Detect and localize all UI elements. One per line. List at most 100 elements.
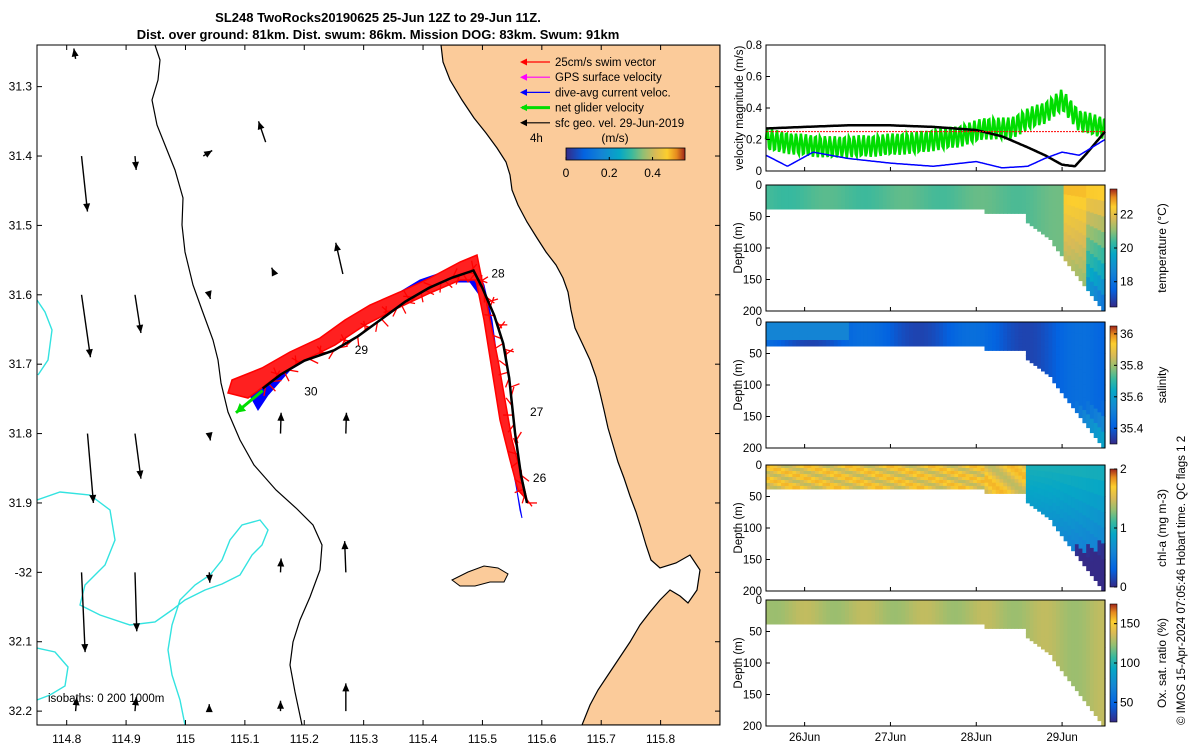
section-cell: [788, 483, 793, 487]
section-cell: [999, 482, 1004, 487]
section-cell: [830, 474, 835, 478]
section-cell: [860, 618, 865, 622]
section-ytick-label: 0: [756, 460, 762, 472]
section-cell: [1029, 635, 1035, 642]
section-cell: [1074, 367, 1080, 380]
section-cell: [984, 185, 989, 190]
section-cell: [1025, 479, 1031, 485]
section-cell: [995, 621, 1001, 626]
section-cell: [1093, 213, 1099, 229]
section-cell: [897, 606, 903, 610]
section-cell: [897, 612, 903, 616]
section-cell: [1014, 336, 1019, 341]
section-cell: [905, 618, 910, 622]
section-cell: [886, 465, 891, 469]
section-cell: [818, 205, 824, 210]
section-cell: [811, 606, 816, 610]
section-cell: [1044, 625, 1050, 633]
section-cell: [954, 468, 959, 472]
section-cell: [1052, 192, 1057, 201]
section-cell: [826, 606, 831, 610]
section-cell: [1086, 335, 1091, 349]
section-cell: [807, 337, 812, 341]
section-cell: [860, 477, 865, 481]
velocity-axis-ticks: 00.20.40.60.8: [746, 40, 1063, 178]
section-cell: [769, 197, 775, 201]
section-cell: [980, 205, 986, 210]
section-cell: [1029, 190, 1035, 196]
section-cell: [871, 203, 876, 207]
section-cell: [1071, 386, 1076, 398]
section-cell: [766, 612, 771, 616]
section-cell: [965, 331, 970, 335]
section-cell: [901, 331, 906, 335]
section-cell: [1022, 486, 1027, 491]
section-cell: [845, 205, 850, 210]
section-cell: [822, 337, 827, 341]
section-cell: [943, 328, 948, 332]
section-cell: [1003, 339, 1008, 344]
section-cell: [826, 468, 831, 472]
section-cell: [973, 483, 978, 487]
section-cell: [856, 337, 861, 341]
section-cell: [871, 480, 876, 484]
section-cell: [984, 192, 989, 197]
section-cell: [1018, 185, 1023, 190]
section-cell: [897, 609, 903, 613]
section-cell: [1067, 372, 1072, 384]
section-cell: [984, 614, 989, 619]
section-cell: [943, 474, 948, 478]
section-cell: [976, 203, 982, 207]
section-cell: [935, 342, 940, 347]
section-cell: [1025, 355, 1031, 361]
section-cell: [1029, 490, 1035, 497]
section-cell: [950, 322, 955, 326]
section-cell: [769, 185, 775, 189]
section-cell: [1063, 474, 1068, 485]
section-cell: [796, 185, 801, 189]
section-cell: [1022, 332, 1027, 337]
isobath-200m: [151, 45, 323, 725]
section-cell: [841, 191, 846, 195]
velocity-ylabel: velocity magnitude (m/s): [734, 46, 746, 171]
section-cell: [807, 620, 812, 625]
section-cell: [837, 465, 842, 469]
section-cell: [1052, 215, 1057, 224]
section-cell: [1022, 346, 1027, 351]
section-cell: [958, 194, 963, 198]
section-cell: [973, 465, 978, 469]
section-cell: [781, 468, 786, 472]
glider-track: [261, 268, 529, 504]
section-cell: [1074, 207, 1080, 220]
section-cell: [799, 194, 805, 198]
section-cell: [980, 328, 986, 332]
section-cell: [796, 620, 801, 625]
section-cell: [826, 191, 831, 195]
section-cell: [980, 612, 986, 616]
section-cell: [995, 610, 1001, 615]
section-cell: [815, 322, 820, 326]
section-cell: [826, 325, 831, 329]
section-cell: [792, 471, 797, 475]
section-cell: [845, 191, 850, 195]
section-cell: [973, 331, 978, 335]
section-cell: [784, 483, 790, 487]
section-cell: [973, 468, 978, 472]
section-cell: [1044, 465, 1050, 473]
section-cell: [901, 609, 906, 613]
section-cell: [946, 465, 952, 469]
section-cell: [969, 603, 974, 607]
section-cell: [837, 468, 842, 472]
section-cell: [943, 194, 948, 198]
section-cell: [1074, 264, 1080, 277]
section-cell: [905, 468, 910, 472]
geo-vector-head: [341, 541, 349, 550]
section-cell: [773, 474, 778, 478]
section-cell: [856, 185, 861, 189]
section-cell: [1029, 220, 1035, 227]
section-cell: [807, 471, 812, 475]
section-cell: [837, 185, 842, 189]
section-cell: [1067, 362, 1072, 373]
section-cell: [916, 483, 922, 487]
section-cell: [935, 325, 940, 329]
